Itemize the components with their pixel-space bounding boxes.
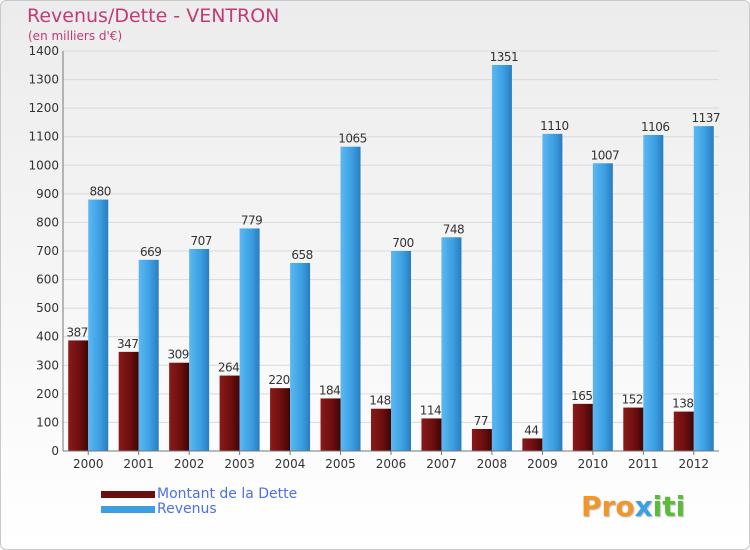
x-tick-label: 2003: [224, 457, 255, 471]
bar-revenus: [592, 163, 613, 452]
bar-revenus: [340, 146, 361, 451]
legend-label-revenus: Revenus: [157, 501, 217, 517]
legend-swatch-dette: [101, 491, 155, 498]
x-tick-label: 2008: [477, 457, 508, 471]
data-label-revenus: 880: [90, 185, 111, 199]
bar-dette: [68, 340, 89, 451]
y-tick-label: 300: [36, 358, 59, 372]
data-label-dette: 264: [218, 361, 239, 375]
x-tick-label: 2004: [275, 457, 306, 471]
y-tick-label: 1300: [28, 73, 59, 87]
bar-revenus: [138, 259, 159, 451]
logo-letter: P: [581, 490, 602, 523]
x-tick-label: 2005: [325, 457, 356, 471]
y-tick-label: 1100: [28, 130, 59, 144]
chart-title: Revenus/Dette - VENTRON: [27, 5, 280, 27]
data-label-revenus: 1007: [591, 148, 620, 162]
data-label-revenus: 1351: [490, 50, 519, 64]
data-label-dette: 165: [571, 389, 592, 403]
data-label-revenus: 1137: [691, 111, 720, 125]
x-tick-label: 2002: [174, 457, 205, 471]
data-label-revenus: 669: [140, 245, 161, 259]
bar-dette: [471, 429, 492, 451]
x-tick-label: 2011: [628, 457, 659, 471]
data-label-dette: 114: [420, 403, 441, 417]
y-tick-label: 1000: [28, 158, 59, 172]
bar-dette: [169, 362, 190, 451]
bar-revenus: [491, 65, 512, 451]
bar-dette: [522, 438, 543, 451]
x-tick-label: 2009: [527, 457, 558, 471]
bar-revenus: [88, 199, 109, 451]
y-tick-label: 600: [36, 273, 59, 287]
legend-item-revenus: Revenus: [101, 502, 297, 517]
data-label-dette: 347: [117, 337, 138, 351]
data-label-dette: 152: [622, 393, 643, 407]
logo-letter: i: [675, 490, 686, 523]
y-tick-label: 100: [36, 415, 59, 429]
proxiti-logo: Proxiti: [581, 490, 685, 523]
x-tick-label: 2001: [123, 457, 154, 471]
bar-dette: [572, 403, 593, 451]
logo-letter: i: [652, 490, 663, 523]
data-label-dette: 184: [319, 383, 340, 397]
data-label-revenus: 1110: [540, 119, 569, 133]
bar-dette: [421, 418, 442, 451]
bar-dette: [673, 411, 694, 451]
data-label-dette: 148: [369, 394, 390, 408]
y-tick-label: 0: [51, 444, 59, 458]
legend-label-dette: Montant de la Dette: [157, 486, 298, 502]
legend-item-dette: Montant de la Dette: [101, 487, 297, 502]
y-tick-label: 500: [36, 301, 59, 315]
data-label-revenus: 1065: [338, 132, 367, 146]
bar-dette: [118, 351, 139, 451]
chart-subtitle: (en milliers d'€): [28, 29, 123, 43]
logo-letter: r: [601, 490, 616, 523]
data-label-revenus: 748: [443, 222, 464, 236]
y-tick-label: 400: [36, 330, 59, 344]
data-label-dette: 77: [474, 414, 488, 428]
y-tick-label: 1400: [28, 44, 59, 58]
bar-revenus: [189, 249, 210, 451]
x-tick-label: 2007: [426, 457, 457, 471]
bar-revenus: [441, 237, 462, 451]
bar-dette: [219, 375, 240, 451]
data-label-dette: 44: [524, 423, 538, 437]
legend-swatch-revenus: [101, 506, 155, 513]
y-tick-label: 1200: [28, 101, 59, 115]
logo-letter: t: [662, 490, 676, 523]
y-tick-label: 900: [36, 187, 59, 201]
bar-dette: [270, 388, 291, 451]
data-label-revenus: 700: [392, 236, 413, 250]
bar-dette: [623, 407, 644, 451]
data-label-revenus: 779: [241, 213, 262, 227]
data-label-revenus: 1106: [641, 120, 670, 134]
data-label-revenus: 707: [190, 234, 211, 248]
data-label-dette: 220: [268, 373, 289, 387]
bar-revenus: [693, 126, 714, 452]
y-tick-label: 200: [36, 387, 59, 401]
logo-letter: x: [634, 490, 653, 523]
x-tick-label: 2012: [678, 457, 709, 471]
bar-revenus: [542, 133, 563, 451]
y-tick-label: 700: [36, 244, 59, 258]
bar-revenus: [290, 263, 311, 451]
data-label-dette: 138: [672, 397, 693, 411]
bar-revenus: [391, 251, 411, 451]
x-tick-label: 2010: [578, 457, 609, 471]
x-tick-label: 2000: [73, 457, 104, 471]
logo-letter: o: [615, 490, 635, 523]
bar-revenus: [643, 135, 664, 451]
x-tick-label: 2006: [376, 457, 407, 471]
bar-dette: [320, 398, 341, 451]
legend: Montant de la Dette Revenus: [101, 487, 297, 517]
data-label-revenus: 658: [291, 248, 312, 262]
bar-revenus: [239, 228, 260, 451]
y-tick-label: 800: [36, 215, 59, 229]
data-label-dette: 309: [167, 348, 188, 362]
bar-dette: [371, 408, 391, 451]
data-label-dette: 387: [67, 325, 88, 339]
